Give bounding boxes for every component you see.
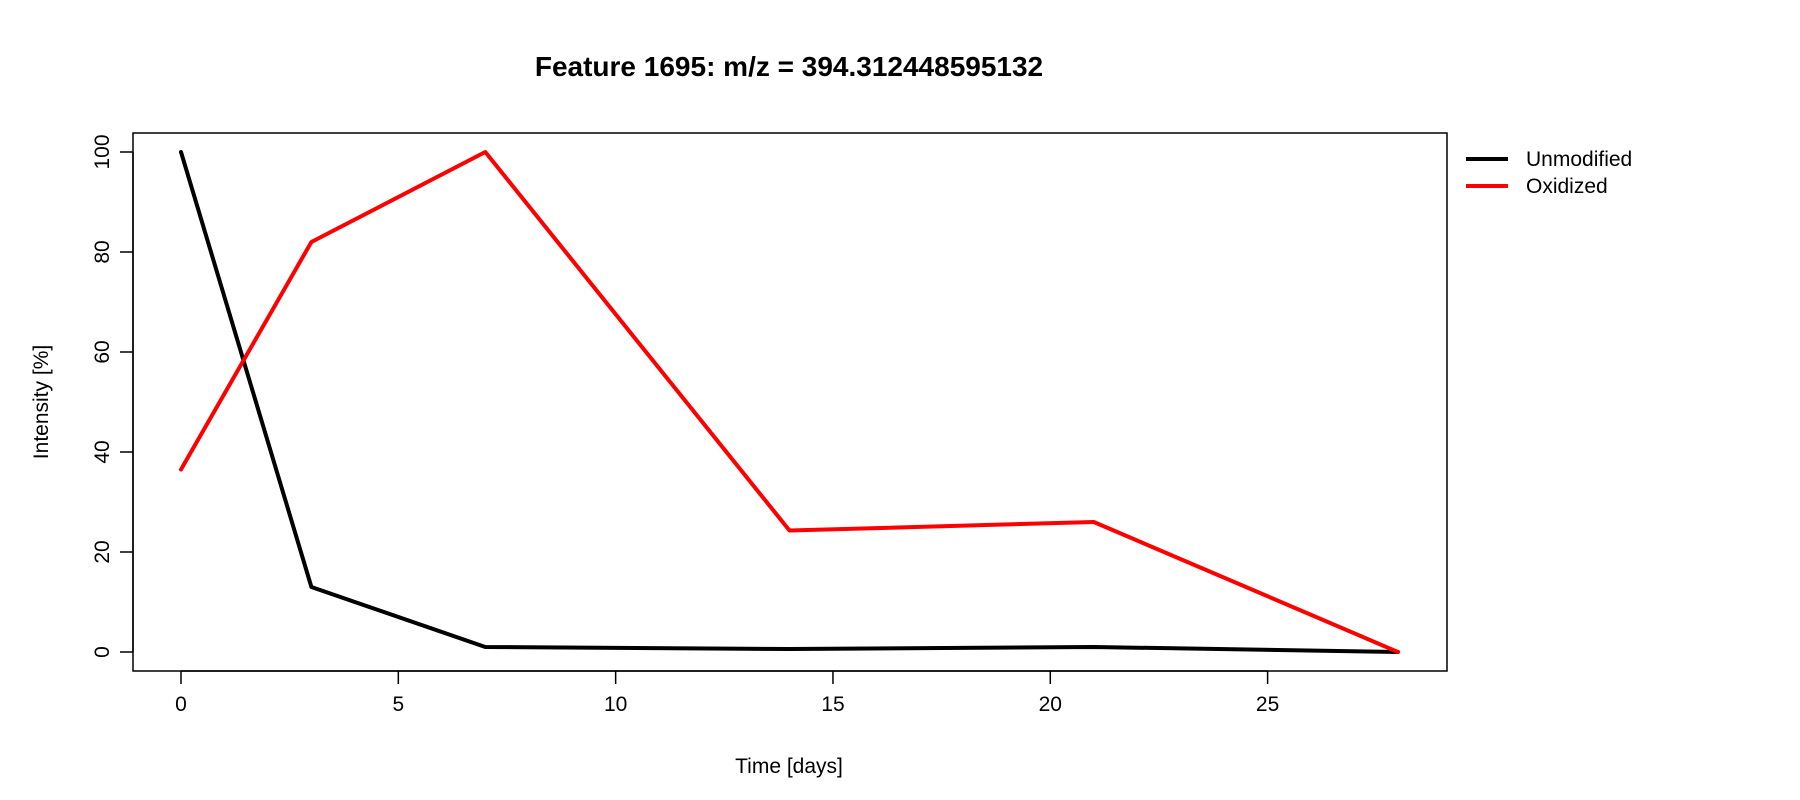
y-tick-label: 0 <box>91 646 114 658</box>
series-line-unmodified <box>179 150 1400 654</box>
y-tick-label: 20 <box>91 540 114 563</box>
x-axis: 0 5 10 15 20 25 <box>175 670 1279 716</box>
x-tick-label: 15 <box>821 693 844 716</box>
y-tick-label: 100 <box>91 134 114 169</box>
y-tick-label: 80 <box>91 240 114 263</box>
y-axis: 0 20 40 60 80 100 <box>91 134 134 658</box>
legend-label: Unmodified <box>1526 148 1632 171</box>
x-tick-label: 5 <box>392 693 404 716</box>
y-tick-label: 40 <box>91 440 114 463</box>
x-axis-label: Time [days] <box>735 755 843 778</box>
chart-title: Feature 1695: m/z = 394.312448595132 <box>535 51 1043 82</box>
x-tick-label: 20 <box>1039 693 1062 716</box>
x-tick-label: 10 <box>604 693 627 716</box>
x-tick-label: 25 <box>1256 693 1279 716</box>
y-tick-label: 60 <box>91 340 114 363</box>
x-tick-label: 0 <box>175 693 187 716</box>
series-layer <box>179 150 1400 654</box>
y-axis-label: Intensity [%] <box>30 345 53 459</box>
legend: Unmodified Oxidized <box>1466 148 1632 198</box>
series-line-oxidized <box>179 150 1400 654</box>
legend-label: Oxidized <box>1526 175 1608 198</box>
